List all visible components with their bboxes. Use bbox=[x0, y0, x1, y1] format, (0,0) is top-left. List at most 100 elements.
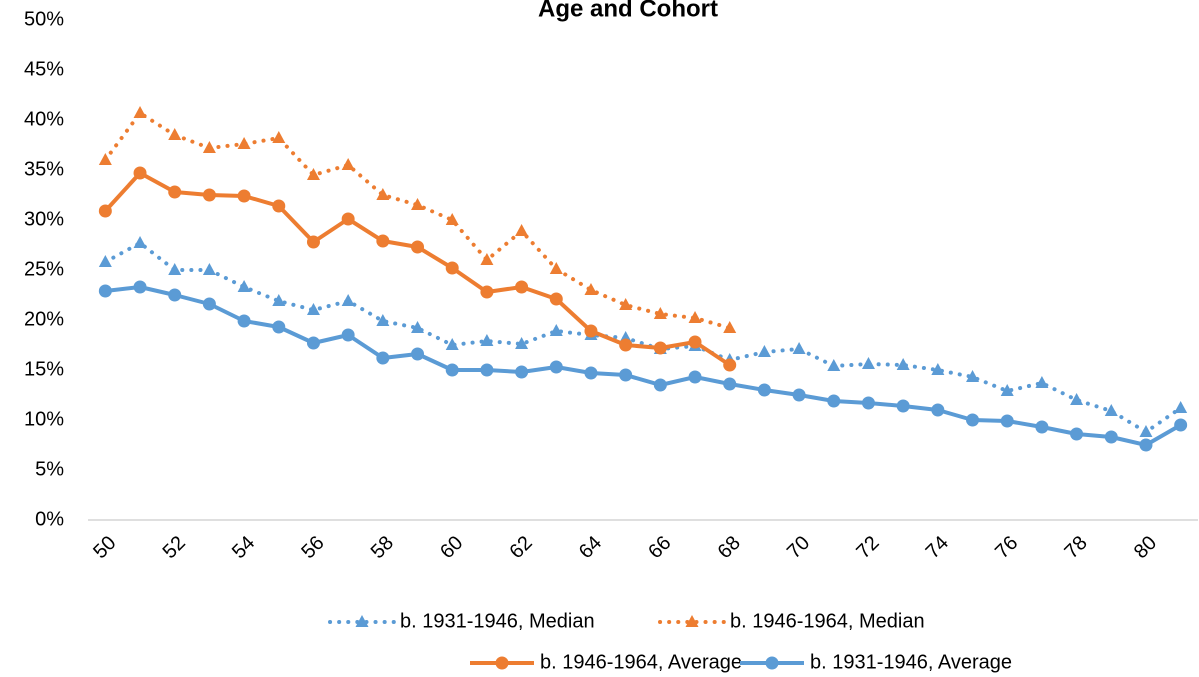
marker bbox=[411, 198, 425, 210]
marker bbox=[168, 185, 182, 199]
marker bbox=[272, 131, 286, 143]
y-tick-label: 35% bbox=[24, 158, 64, 180]
marker bbox=[480, 334, 494, 346]
marker bbox=[549, 262, 563, 274]
legend-item: b. 1931-1946, Average bbox=[740, 651, 1012, 673]
marker bbox=[619, 368, 633, 382]
marker bbox=[98, 255, 112, 267]
marker bbox=[688, 335, 702, 349]
marker bbox=[515, 365, 529, 379]
marker bbox=[341, 212, 355, 226]
x-tick-label: 54 bbox=[228, 532, 259, 563]
marker bbox=[549, 292, 563, 306]
legend-item: b. 1931-1946, Median bbox=[328, 610, 595, 632]
y-tick-label: 45% bbox=[24, 58, 64, 80]
marker bbox=[1174, 401, 1188, 413]
y-tick-label: 0% bbox=[35, 508, 64, 530]
marker bbox=[495, 656, 509, 670]
x-tick-label: 52 bbox=[159, 532, 190, 563]
marker bbox=[1070, 393, 1084, 405]
marker bbox=[515, 337, 529, 349]
marker bbox=[480, 253, 494, 265]
marker bbox=[549, 360, 563, 374]
marker bbox=[237, 189, 251, 203]
marker bbox=[653, 378, 667, 392]
marker bbox=[202, 188, 216, 202]
x-tick-label: 56 bbox=[297, 532, 328, 563]
y-tick-label: 5% bbox=[35, 458, 64, 480]
x-tick-label: 76 bbox=[991, 532, 1022, 563]
marker bbox=[584, 366, 598, 380]
marker bbox=[757, 383, 771, 397]
series-line bbox=[105, 285, 1182, 447]
marker bbox=[168, 263, 182, 275]
marker bbox=[827, 359, 841, 371]
marker bbox=[688, 311, 702, 323]
series-line bbox=[103, 240, 1183, 435]
y-tick-label: 10% bbox=[24, 408, 64, 430]
marker bbox=[480, 285, 494, 299]
marker bbox=[619, 338, 633, 352]
marker bbox=[723, 377, 737, 391]
marker bbox=[376, 351, 390, 365]
chart-title: Age and Cohort bbox=[538, 0, 718, 22]
x-tick-label: 66 bbox=[644, 532, 675, 563]
legend-label: b. 1931-1946, Average bbox=[810, 651, 1012, 673]
x-tick-label: 60 bbox=[436, 532, 467, 563]
marker bbox=[411, 347, 425, 361]
marker bbox=[133, 166, 147, 180]
x-tick-label: 80 bbox=[1130, 532, 1161, 563]
marker bbox=[896, 399, 910, 413]
marker bbox=[1000, 384, 1014, 396]
marker bbox=[133, 106, 147, 118]
marker bbox=[133, 280, 147, 294]
x-tick-label: 50 bbox=[89, 532, 120, 563]
marker bbox=[861, 357, 875, 369]
marker bbox=[376, 234, 390, 248]
legend-item: b. 1946-1964, Median bbox=[658, 610, 925, 632]
series-line bbox=[103, 110, 732, 330]
marker bbox=[237, 137, 251, 149]
marker bbox=[861, 396, 875, 410]
marker bbox=[376, 188, 390, 200]
x-tick-label: 62 bbox=[505, 532, 536, 563]
x-tick-label: 70 bbox=[783, 532, 814, 563]
marker bbox=[1104, 404, 1118, 416]
marker bbox=[931, 403, 945, 417]
x-tick-label: 78 bbox=[1060, 532, 1091, 563]
marker bbox=[827, 394, 841, 408]
marker bbox=[306, 336, 320, 350]
marker bbox=[445, 261, 459, 275]
marker bbox=[792, 388, 806, 402]
marker bbox=[549, 324, 563, 336]
marker bbox=[619, 298, 633, 310]
marker bbox=[765, 656, 779, 670]
marker bbox=[202, 297, 216, 311]
y-tick-label: 50% bbox=[24, 8, 64, 30]
marker bbox=[237, 314, 251, 328]
y-tick-label: 40% bbox=[24, 108, 64, 130]
marker bbox=[1139, 438, 1153, 452]
y-tick-label: 20% bbox=[24, 308, 64, 330]
marker bbox=[1070, 427, 1084, 441]
marker bbox=[411, 321, 425, 333]
marker bbox=[237, 280, 251, 292]
marker bbox=[896, 358, 910, 370]
marker bbox=[133, 236, 147, 248]
marker bbox=[480, 363, 494, 377]
marker bbox=[168, 128, 182, 140]
marker bbox=[1139, 425, 1153, 437]
marker bbox=[272, 320, 286, 334]
marker bbox=[757, 345, 771, 357]
x-tick-label: 72 bbox=[852, 532, 883, 563]
marker bbox=[1035, 376, 1049, 388]
marker bbox=[202, 141, 216, 153]
marker bbox=[1000, 414, 1014, 428]
marker bbox=[931, 363, 945, 375]
marker bbox=[272, 199, 286, 213]
x-tick-label: 74 bbox=[922, 532, 953, 563]
marker bbox=[98, 153, 112, 165]
y-tick-label: 25% bbox=[24, 258, 64, 280]
marker bbox=[723, 358, 737, 372]
